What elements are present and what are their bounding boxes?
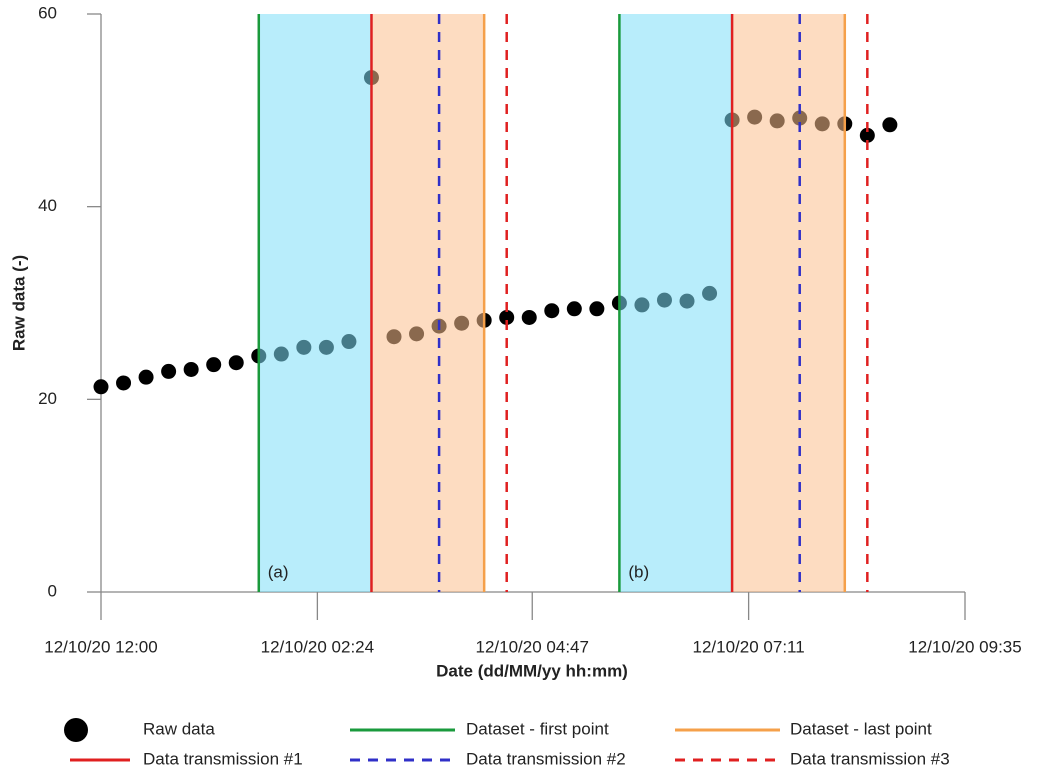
y-tick-label: 0 [48,581,57,600]
y-tick-label: 60 [38,3,57,22]
annotation: (b) [628,562,649,581]
legend-marker [64,718,88,742]
data-point [499,309,515,325]
legend-label: Data transmission #3 [790,749,950,768]
data-point [882,117,898,133]
x-tick-label: 12/10/20 04:47 [476,637,589,656]
data-point [138,369,154,385]
data-point [183,361,199,377]
annotation: (a) [268,562,289,581]
data-point [228,355,244,371]
x-tick-label: 12/10/20 02:24 [261,637,374,656]
data-point [566,301,582,317]
shaded-region [371,14,485,592]
data-point [859,127,875,143]
data-point [93,379,109,395]
x-axis-label: Date (dd/MM/yy hh:mm) [436,661,628,680]
data-point [206,357,222,373]
data-point [116,375,132,391]
data-point [521,309,537,325]
legend-label: Data transmission #2 [466,749,626,768]
data-point [544,303,560,319]
x-tick-label: 12/10/20 09:35 [908,637,1021,656]
y-axis-label: Raw data (-) [9,255,28,351]
legend-label: Data transmission #1 [143,749,303,768]
legend-label: Dataset - last point [790,719,932,738]
shaded-region [732,14,845,592]
shaded-region [619,14,733,592]
legend-label: Dataset - first point [466,719,609,738]
y-tick-label: 40 [38,196,57,215]
y-tick-label: 20 [38,389,57,408]
x-tick-label: 12/10/20 12:00 [44,637,157,656]
data-point [161,363,177,379]
legend-label: Raw data [143,719,215,738]
shaded-region [258,14,372,592]
x-tick-label: 12/10/20 07:11 [693,637,805,656]
data-point [589,301,605,317]
